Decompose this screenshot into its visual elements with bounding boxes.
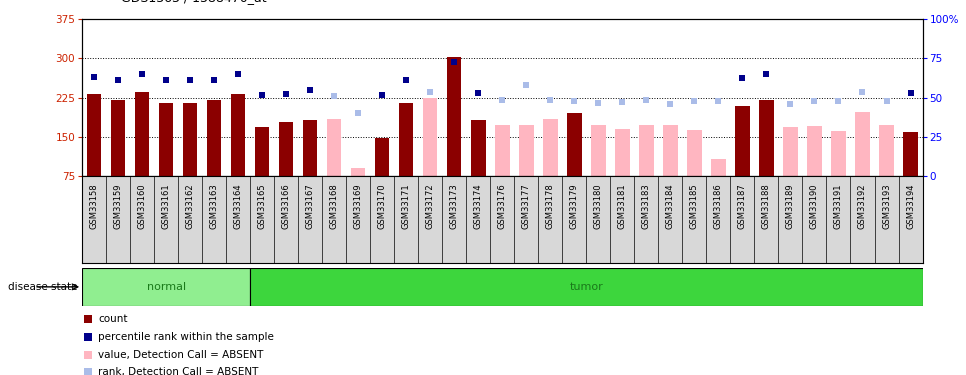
Text: value, Detection Call = ABSENT: value, Detection Call = ABSENT [99,350,264,360]
Text: GSM33187: GSM33187 [738,183,747,229]
Text: disease state: disease state [8,282,77,292]
Text: normal: normal [147,282,185,292]
Text: GSM33184: GSM33184 [666,183,675,229]
Bar [250,268,923,306]
Text: GSM33158: GSM33158 [90,183,99,229]
Text: GSM33194: GSM33194 [906,183,915,229]
Text: GSM33164: GSM33164 [234,183,242,229]
Bar [159,103,173,176]
Bar [87,94,101,176]
Text: GDS1363 / 1388470_at: GDS1363 / 1388470_at [121,0,267,4]
Text: GSM33169: GSM33169 [354,183,363,229]
Bar [183,103,197,176]
Bar [327,118,341,176]
Text: percentile rank within the sample: percentile rank within the sample [99,332,274,342]
Text: GSM33171: GSM33171 [402,183,411,229]
Bar [903,132,918,176]
Bar [351,168,365,176]
Bar [664,125,677,176]
Text: GSM33162: GSM33162 [185,183,195,229]
Text: GSM33167: GSM33167 [305,183,315,229]
Bar [711,159,725,176]
Text: GSM33193: GSM33193 [882,183,891,229]
Text: GSM33186: GSM33186 [714,183,723,229]
Text: rank, Detection Call = ABSENT: rank, Detection Call = ABSENT [99,368,259,375]
Bar [808,126,822,176]
Bar [447,57,462,176]
Bar [207,100,221,176]
Text: GSM33177: GSM33177 [522,183,531,229]
Bar [639,125,654,176]
Text: GSM33191: GSM33191 [834,183,843,229]
Bar [879,125,894,176]
Bar [279,122,294,176]
Text: GSM33178: GSM33178 [546,183,554,229]
Text: GSM33160: GSM33160 [137,183,147,229]
Bar [111,100,126,176]
Bar [783,128,798,176]
Bar [303,120,318,176]
Bar [832,130,845,176]
Bar [135,92,150,176]
Text: count: count [99,314,128,324]
Bar [399,103,413,176]
Bar [82,268,250,306]
Text: GSM33168: GSM33168 [329,183,339,229]
Text: GSM33166: GSM33166 [282,183,291,229]
Text: GSM33190: GSM33190 [810,183,819,229]
Bar [855,112,869,176]
Text: GSM33163: GSM33163 [210,183,218,229]
Text: GSM33188: GSM33188 [762,183,771,229]
Bar [543,118,557,176]
Bar [255,128,270,176]
Text: GSM33173: GSM33173 [450,183,459,229]
Text: GSM33179: GSM33179 [570,183,579,229]
Text: tumor: tumor [570,282,603,292]
Bar [759,100,774,176]
Text: GSM33185: GSM33185 [690,183,699,229]
Bar [231,94,245,176]
Text: GSM33165: GSM33165 [258,183,267,229]
Text: GSM33192: GSM33192 [858,183,867,229]
Bar [735,106,750,176]
Text: GSM33174: GSM33174 [473,183,483,229]
Bar [423,98,438,176]
Bar [591,125,606,176]
Text: GSM33170: GSM33170 [378,183,386,229]
Text: GSM33159: GSM33159 [114,183,123,229]
Bar [615,129,630,176]
Text: GSM33183: GSM33183 [641,183,651,229]
Bar [496,125,509,176]
Text: GSM33181: GSM33181 [618,183,627,229]
Bar [471,120,486,176]
Bar [687,130,701,176]
Text: GSM33180: GSM33180 [594,183,603,229]
Text: GSM33176: GSM33176 [497,183,507,229]
Bar [375,138,389,176]
Bar [519,125,533,176]
Text: GSM33189: GSM33189 [786,183,795,229]
Bar [567,113,582,176]
Text: GSM33172: GSM33172 [426,183,435,229]
Text: GSM33161: GSM33161 [161,183,171,229]
